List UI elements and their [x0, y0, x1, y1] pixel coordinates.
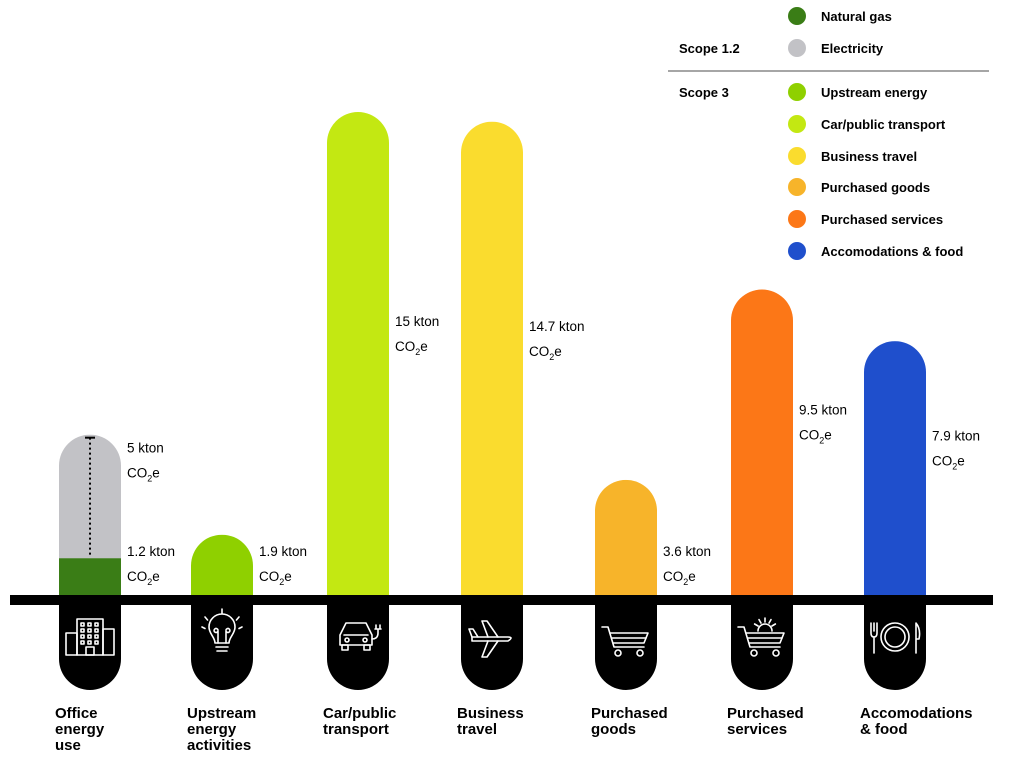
icon-base-1 — [59, 600, 121, 690]
legend-swatch — [788, 147, 806, 165]
value-unit-label: CO2e — [799, 428, 832, 446]
bar-segment-business-travel — [461, 121, 523, 596]
value-label: 5 kton — [127, 441, 164, 456]
icon-base-2 — [191, 600, 253, 690]
value-unit-label: CO2e — [529, 344, 562, 362]
bar-1 — [59, 434, 121, 596]
value-unit-label: CO2e — [259, 569, 292, 587]
value-label: 7.9 kton — [932, 429, 980, 444]
value-unit-label: CO2e — [395, 339, 428, 357]
icon-base-4 — [461, 600, 523, 690]
bar-2 — [191, 534, 253, 596]
value-label: 1.9 kton — [259, 544, 307, 559]
legend-swatch — [788, 83, 806, 101]
bar-segment-purchased-goods — [595, 479, 657, 596]
category-label: Purchased goods — [591, 705, 668, 738]
office-building-icon — [65, 618, 115, 656]
value-label: 9.5 kton — [799, 403, 847, 418]
legend-label: Electricity — [821, 41, 884, 56]
category-labels-group: Office energy use Upstream energy activities C… — [55, 705, 973, 754]
legend-swatch — [788, 39, 806, 57]
category-label: Business travel — [457, 705, 524, 738]
scope-label: Scope 3 — [679, 85, 729, 100]
value-label: 14.7 kton — [529, 319, 585, 334]
legend-label: Accomodations & food — [821, 244, 963, 259]
legend-label: Business travel — [821, 149, 917, 164]
value-label: 1.2 kton — [127, 544, 175, 559]
legend-swatch — [788, 7, 806, 25]
airplane-icon — [468, 620, 512, 658]
legend-label: Purchased goods — [821, 180, 930, 195]
category-label: Upstream energy activities — [187, 705, 256, 754]
bars-group — [59, 112, 926, 596]
legend-swatch — [788, 178, 806, 196]
bar-7 — [864, 341, 926, 596]
bar-segment-car-public-transport — [327, 112, 389, 596]
category-label: Car/public transport — [323, 705, 396, 738]
scope-label: Scope 1.2 — [679, 41, 740, 56]
legend-label: Upstream energy — [821, 85, 928, 100]
shopping-cart-icon — [601, 626, 649, 657]
bar-segment-natural-gas — [59, 557, 121, 596]
legend-label: Purchased services — [821, 212, 943, 227]
lightbulb-icon — [201, 608, 243, 652]
legend-label: Car/public transport — [821, 117, 946, 132]
icon-base-5 — [595, 600, 657, 690]
legend-swatch — [788, 242, 806, 260]
electric-car-icon — [339, 622, 382, 651]
bar-6 — [731, 289, 793, 596]
bar-4 — [461, 121, 523, 596]
legend-swatch — [788, 210, 806, 228]
value-unit-label: CO2e — [663, 569, 696, 587]
icons-group — [59, 600, 926, 690]
value-unit-label: CO2e — [932, 454, 965, 472]
legend-swatch — [788, 115, 806, 133]
bar-5 — [595, 479, 657, 596]
value-unit-label: CO2e — [127, 569, 160, 587]
legend-label: Natural gas — [821, 9, 892, 24]
bar-3 — [327, 112, 389, 596]
value-unit-label: CO2e — [127, 466, 160, 484]
bar-segment-accomodations-food — [864, 341, 926, 596]
category-label: Accomodations & food — [860, 705, 973, 738]
icon-base-6 — [731, 600, 793, 690]
bar-segment-upstream-energy — [191, 534, 253, 596]
category-label: Office energy use — [55, 705, 105, 754]
value-labels-group: 5 kton CO2e 1.2 kton CO2e 1.9 kton CO2e 15 kto… — [127, 314, 980, 587]
icon-base-7 — [864, 600, 926, 690]
category-label: Purchased services — [727, 705, 804, 738]
plate-cutlery-icon — [870, 622, 921, 654]
value-label: 15 kton — [395, 314, 439, 329]
bar-segment-purchased-services — [731, 289, 793, 596]
legend: Natural gas Electricity Scope 1.2 Upstream … — [668, 7, 989, 260]
value-label: 3.6 kton — [663, 544, 711, 559]
cart-gear-icon — [737, 617, 785, 657]
